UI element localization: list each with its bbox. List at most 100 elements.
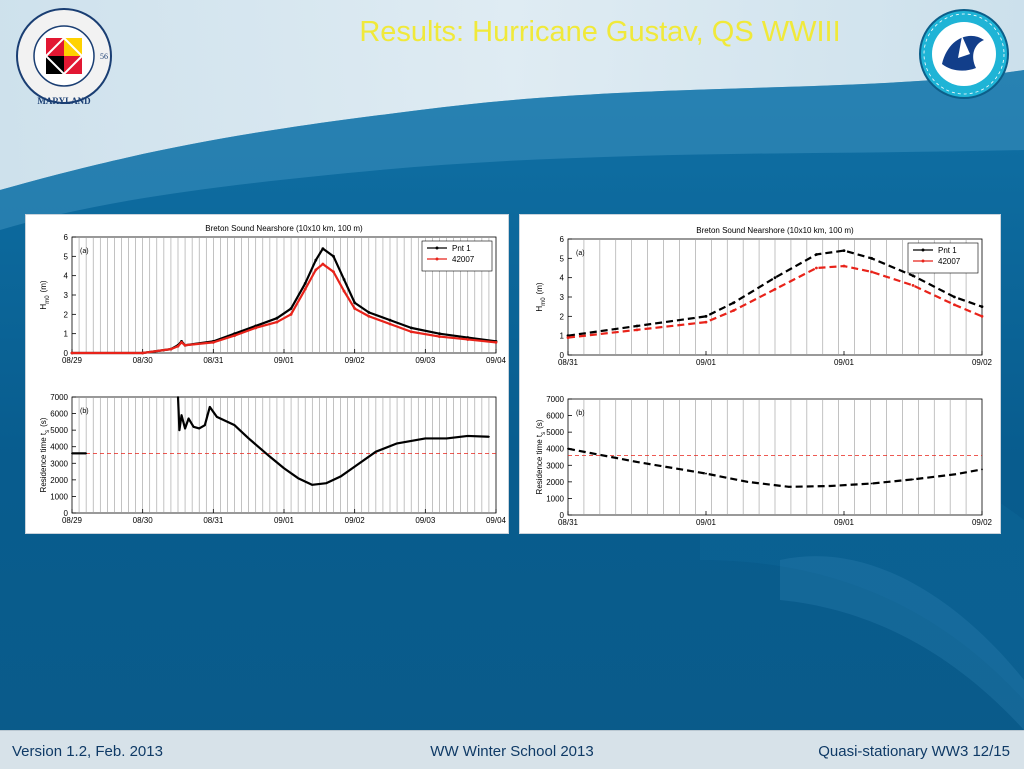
data-point xyxy=(367,314,371,318)
data-point xyxy=(409,326,413,330)
data-point xyxy=(203,424,206,427)
y-tick-label: 7000 xyxy=(546,395,564,404)
chart-title: Breton Sound Nearshore (10x10 km, 100 m) xyxy=(696,226,854,235)
x-tick-label: 09/04 xyxy=(486,516,507,525)
data-point xyxy=(635,324,639,328)
data-point xyxy=(314,268,318,272)
data-point xyxy=(283,467,285,470)
x-tick-label: 09/02 xyxy=(972,358,993,367)
data-point xyxy=(773,287,777,291)
y-tick-label: 3 xyxy=(560,293,565,302)
series-line-2 xyxy=(567,264,983,339)
y-tick-label: 0 xyxy=(560,351,565,360)
chart-right-bottom: 0 1000 2000 3000 4000 5000 6000 7000 08/31 09/01 0… xyxy=(535,395,993,527)
footer-slide-info: Quasi-stationary WW3 12/15 xyxy=(818,743,1010,760)
data-point xyxy=(289,312,293,316)
y-tick-label: 6 xyxy=(64,233,69,242)
chart-right-top: 0 1 2 3 4 5 6 08/31 09/01 09/01 09/02 Breton Sound … xyxy=(535,226,993,367)
data-point xyxy=(829,485,832,487)
y-axis-label: Residence time ts (s) xyxy=(535,419,547,494)
y-tick-label: 2 xyxy=(64,310,69,319)
data-point xyxy=(981,468,983,471)
y-tick-label: 3000 xyxy=(50,459,68,468)
data-point xyxy=(342,278,346,281)
y-tick-label: 4 xyxy=(64,272,69,281)
data-point xyxy=(912,478,914,481)
legend-label: 42007 xyxy=(452,255,475,264)
data-point xyxy=(321,247,325,250)
legend-marker xyxy=(435,257,439,261)
data-point xyxy=(353,307,357,310)
data-point xyxy=(815,266,818,270)
data-point xyxy=(177,396,179,398)
data-point xyxy=(953,473,956,476)
data-point xyxy=(787,485,790,488)
y-axis-label-subscript: m0 xyxy=(45,295,51,304)
x-tick-label: 09/01 xyxy=(834,358,855,367)
y-tick-label: 5 xyxy=(64,252,69,261)
y-axis-label-main: H xyxy=(39,304,48,310)
x-tick-label: 09/03 xyxy=(415,356,436,365)
y-axis-label-subscript: s xyxy=(45,430,51,433)
data-point xyxy=(732,309,735,312)
data-point xyxy=(911,274,915,278)
legend-label: Pnt 1 xyxy=(452,244,471,253)
panel-label: (a) xyxy=(576,250,585,257)
data-point xyxy=(980,314,984,318)
university-of-maryland-seal-icon: MARYLAND 56 xyxy=(16,8,112,106)
data-point xyxy=(180,414,183,417)
series-line-1 xyxy=(567,447,983,488)
data-point xyxy=(198,427,201,430)
data-point xyxy=(254,326,258,330)
data-point xyxy=(367,311,371,314)
data-point xyxy=(342,289,346,293)
data-point xyxy=(192,425,195,428)
y-axis-label: Hm0 (m) xyxy=(535,282,547,311)
data-point xyxy=(311,483,314,486)
data-point xyxy=(70,351,74,355)
y-axis-label-main: H xyxy=(535,306,544,312)
data-point xyxy=(870,256,873,260)
data-point xyxy=(732,301,735,305)
y-tick-label: 4 xyxy=(560,274,565,283)
y-tick-label: 3000 xyxy=(546,461,564,470)
y-tick-label: 0 xyxy=(64,509,69,518)
y-tick-label: 0 xyxy=(64,349,69,358)
legend-box xyxy=(421,240,493,272)
data-point xyxy=(314,258,318,262)
data-point xyxy=(180,340,183,344)
data-point xyxy=(289,307,293,310)
data-point xyxy=(980,305,984,309)
legend-box xyxy=(907,242,979,274)
y-tick-label: 7000 xyxy=(50,393,68,402)
data-point xyxy=(332,270,335,274)
chart-figure-left: 0 1 2 3 4 5 6 08/29 08/30 08/31 09/01 09/02 09/03 09/… xyxy=(39,224,507,525)
footer-bar: Version 1.2, Feb. 2013 WW Winter School … xyxy=(0,730,1024,769)
legend-label: Pnt 1 xyxy=(938,246,957,255)
data-point xyxy=(466,336,470,339)
noaa-nws-logo-icon xyxy=(919,9,1009,99)
data-point xyxy=(374,450,377,453)
data-point xyxy=(636,461,638,463)
x-tick-label: 08/31 xyxy=(203,356,224,365)
y-tick-label: 6000 xyxy=(546,412,564,421)
data-point xyxy=(275,316,279,320)
data-point xyxy=(566,334,570,338)
y-tick-label: 2000 xyxy=(50,476,68,485)
x-tick-label: 09/02 xyxy=(345,516,366,525)
data-point xyxy=(466,435,469,437)
y-tick-label: 1 xyxy=(64,330,69,339)
data-point xyxy=(409,330,413,334)
data-point xyxy=(953,295,956,299)
chart-left-top: 0 1 2 3 4 5 6 08/29 08/30 08/31 09/01 09/02 09/03 09/… xyxy=(39,224,507,365)
x-tick-label: 09/01 xyxy=(834,518,855,527)
y-tick-label: 5000 xyxy=(50,426,68,435)
y-tick-label: 0 xyxy=(560,511,565,520)
x-tick-label: 09/01 xyxy=(274,516,295,525)
data-point xyxy=(842,264,846,268)
y-tick-label: 1000 xyxy=(546,494,564,503)
data-point xyxy=(176,344,180,348)
data-point xyxy=(396,442,398,445)
chart-title: Breton Sound Nearshore (10x10 km, 100 m) xyxy=(205,224,363,233)
data-point xyxy=(268,455,271,458)
